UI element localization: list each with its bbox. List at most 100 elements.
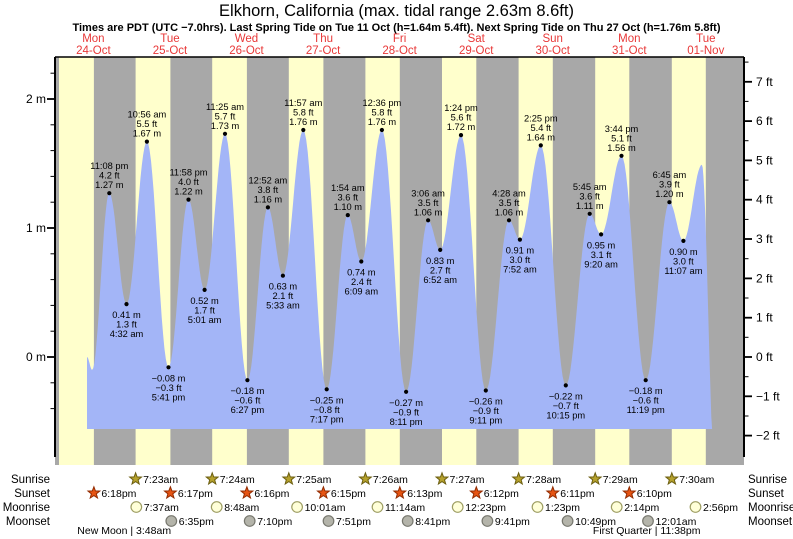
almanac-time: 7:29am <box>603 474 638 486</box>
sunset-star-icon <box>163 485 178 500</box>
tide-annotation-ft: 3.0 ft <box>673 256 694 266</box>
tide-annotation-m: 1.20 m <box>655 189 684 199</box>
almanac-time: 6:15pm <box>331 488 366 500</box>
almanac-time: 7:27am <box>450 474 485 486</box>
day-label-date: 31-Oct <box>612 45 647 57</box>
tide-annotation-time: 6:27 pm <box>231 405 265 415</box>
day-label-date: 01-Nov <box>687 45 724 57</box>
day-label-weekday: Sun <box>542 33 562 45</box>
tide-annotation-time: 5:33 am <box>266 301 300 311</box>
tide-extreme-dot <box>301 127 306 133</box>
sunrise-star-icon <box>434 471 450 486</box>
tide-annotation-time: 11:19 pm <box>627 405 665 415</box>
moonset-disc-icon <box>165 515 178 527</box>
tide-annotation-ft: 1.7 ft <box>194 305 215 315</box>
tide-extreme-dot <box>563 383 568 388</box>
sunset-star-icon <box>239 485 255 500</box>
day-label-date: 27-Oct <box>306 45 341 57</box>
tide-annotation-time: 7:52 am <box>503 265 537 275</box>
tide-extreme-dot <box>667 200 672 205</box>
tide-annotation-ft: 3.9 ft <box>659 180 680 190</box>
almanac-time: 7:51pm <box>336 516 371 528</box>
tide-extreme-dot <box>379 127 384 133</box>
tide-annotation-time: 6:52 am <box>423 275 457 285</box>
moonset-disc-icon <box>561 515 574 527</box>
tide-annotation-ft: 4.0 ft <box>178 177 199 187</box>
moonrise-disc-icon <box>210 501 223 513</box>
tide-annotation-m: −0.26 m <box>469 397 503 407</box>
tide-annotation-time: 9:11 pm <box>469 416 502 426</box>
tide-annotation-m: 1.73 m <box>211 121 240 131</box>
almanac-time: 7:24am <box>220 474 255 486</box>
tide-annotation-m: 1.56 m <box>607 143 636 153</box>
tide-annotation-m: −0.22 m <box>549 391 583 401</box>
day-label-weekday: Fri <box>393 33 406 45</box>
almanac-row-label-left: Moonset <box>6 516 51 528</box>
almanac-time: 6:12pm <box>484 488 519 500</box>
almanac-row-label-left: Moonrise <box>3 502 50 514</box>
moonrise-disc-icon <box>291 501 304 513</box>
tide-extreme-dot <box>265 205 270 210</box>
tide-annotation-ft: −0.8 ft <box>314 405 341 415</box>
moon-phase-caption: First Quarter | 11:38pm <box>593 525 701 537</box>
tide-extreme-dot <box>599 232 604 237</box>
tide-annotation-m: 1.76 m <box>289 117 318 127</box>
tide-annotation-ft: −0.7 ft <box>553 401 580 411</box>
almanac-time: 9:41pm <box>495 516 530 528</box>
almanac-time: 7:28am <box>526 474 561 486</box>
tide-annotation-m: 1.67 m <box>133 129 162 139</box>
almanac-time: 12:23pm <box>465 502 506 514</box>
tide-annotation-ft: 3.0 ft <box>510 255 531 265</box>
left-axis-label: 2 m <box>26 92 46 106</box>
moonrise-disc-icon <box>130 501 143 513</box>
tide-annotation-time: 12:52 am <box>249 175 288 185</box>
tide-annotation-m: 1.64 m <box>527 132 556 142</box>
tide-annotation-ft: 3.1 ft <box>591 250 612 260</box>
right-axis-label: 0 ft <box>756 350 773 364</box>
moonset-disc-icon <box>642 515 654 527</box>
tide-annotation-time: 1:24 pm <box>444 103 478 113</box>
sunset-star-icon <box>392 485 408 500</box>
night-band <box>55 57 59 465</box>
almanac-time: 10:49pm <box>575 516 616 528</box>
almanac-time: 7:25am <box>296 474 331 486</box>
day-label-weekday: Mon <box>618 33 640 45</box>
day-label-date: 26-Oct <box>229 45 264 57</box>
tide-extreme-dot <box>166 365 171 370</box>
tide-annotation-time: 6:45 am <box>653 170 687 180</box>
page-title: Elkhorn, California (max. tidal range 2.… <box>219 2 574 20</box>
almanac-time: 11:14am <box>385 502 425 514</box>
tide-annotation-time: 5:01 am <box>188 315 222 325</box>
tide-extreme-dot <box>538 143 543 148</box>
right-axis-label: 1 ft <box>756 311 773 325</box>
left-axis-label: 1 m <box>26 221 46 235</box>
sunrise-star-icon <box>281 471 297 486</box>
sunrise-star-icon <box>664 471 680 486</box>
tide-annotation-ft: 2.4 ft <box>351 277 372 287</box>
day-label-date: 28-Oct <box>382 45 417 57</box>
tide-annotation-time: 2:25 pm <box>524 113 558 123</box>
tide-annotation-ft: −0.3 ft <box>155 383 182 393</box>
sunset-star-icon <box>469 485 484 500</box>
tide-annotation-m: 1.27 m <box>95 180 124 190</box>
tide-annotation-time: 11:57 am <box>284 98 322 108</box>
tide-annotation-time: 5:45 am <box>573 182 607 192</box>
sunrise-star-icon <box>511 471 526 486</box>
tide-annotation-ft: 5.8 ft <box>293 108 314 118</box>
almanac-time: 7:26am <box>373 474 408 486</box>
tide-annotation-m: 0.91 m <box>506 246 535 256</box>
tide-annotation-ft: −0.9 ft <box>473 406 500 416</box>
tide-annotation-ft: −0.6 ft <box>234 396 261 406</box>
tide-extreme-dot <box>245 378 250 383</box>
tide-annotation-time: 9:20 am <box>584 259 618 269</box>
right-axis-label: 6 ft <box>756 114 773 128</box>
day-label-date: 30-Oct <box>535 45 570 57</box>
day-label-weekday: Sat <box>468 33 486 45</box>
almanac-time: 6:17pm <box>178 488 213 500</box>
tide-extreme-dot <box>506 218 512 223</box>
tide-extreme-dot <box>345 213 350 218</box>
tide-annotation-m: 0.90 m <box>669 247 698 257</box>
sunset-star-icon <box>622 485 637 500</box>
sunset-star-icon <box>86 485 102 500</box>
